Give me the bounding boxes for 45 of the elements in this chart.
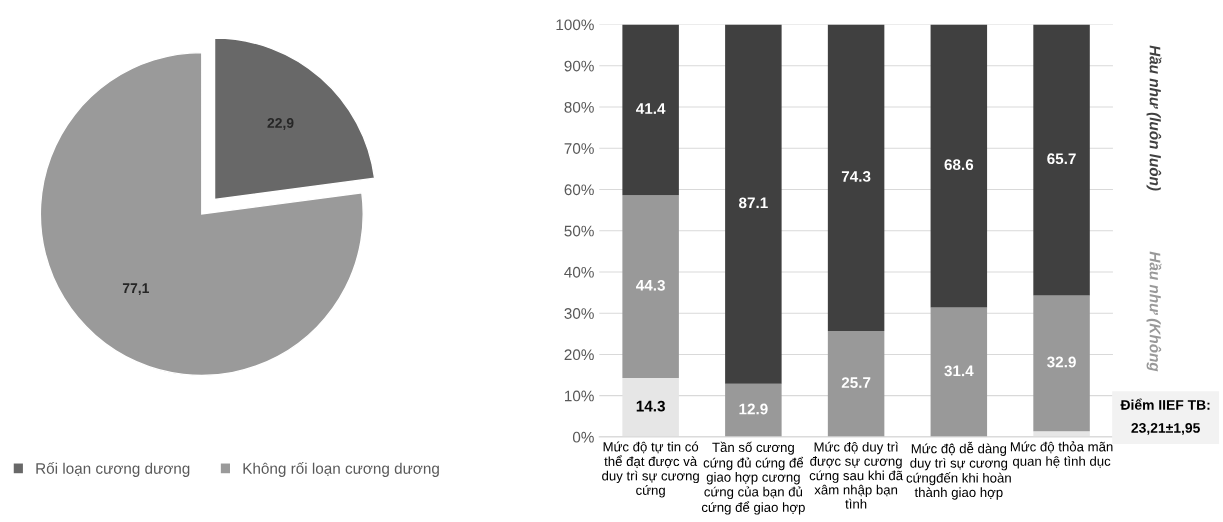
bar [622, 195, 679, 378]
x-tick-label: Mức độ tự tin có thể đạt được và duy trì sự cương cứng [602, 441, 699, 498]
legend-label: Rối loạn cương dương [36, 462, 190, 477]
data-label: 12.9 [739, 403, 768, 415]
y-tick-label: 90% [564, 60, 594, 72]
y-tick-label: 60% [564, 184, 594, 196]
data-label: 25.7 [841, 377, 871, 389]
bar [827, 330, 885, 437]
y-tick-label: 70% [564, 143, 594, 154]
bar [622, 377, 679, 437]
text: Hầu như (luôn luôn) [1146, 45, 1162, 191]
bar [725, 24, 782, 384]
data-label: 41.4 [636, 103, 666, 114]
y-tick-label: 100% [556, 19, 594, 31]
text: Hầu như (Không [1146, 251, 1162, 372]
data-label: 68.6 [944, 159, 974, 171]
y-tick-label: 10% [565, 390, 594, 402]
y-tick-label: 80% [564, 101, 594, 113]
x-tick-label: Mức độ thỏa mãn quan hệ tình dục [1010, 441, 1113, 469]
bar [1033, 24, 1090, 296]
bar [930, 307, 988, 437]
x-tick-label: Tần số cương cứng đủ cứng để giao hợp cương cứng của bạn đủ cứng để giao hợp [701, 441, 805, 515]
bar [930, 24, 988, 308]
bar [1033, 295, 1090, 432]
y-tick-label: 50% [564, 225, 594, 237]
legend-label: Không rối loạn cương dương [243, 462, 439, 477]
x-tick-label: Mức độ dễ dàng duy trì sự cương cứngđến khi hoàn thành giao hợp [906, 441, 1011, 500]
y-tick-label: 0% [572, 431, 594, 443]
data-label: 44.3 [636, 279, 665, 291]
data-label: 65.7 [1047, 153, 1076, 165]
x-tick-label: Mức độ duy trì được sự cương cứng sau khi đã xâm nhập bạn tình [809, 441, 904, 509]
data-label: 77,1 [122, 283, 149, 296]
bar [622, 24, 679, 196]
data-label: 74.3 [841, 171, 871, 182]
data-label: 87.1 [738, 197, 768, 209]
y-tick-label: 30% [564, 308, 594, 319]
data-label: 14.3 [636, 400, 665, 412]
data-label: 31.4 [944, 365, 974, 377]
data-label: 22,9 [267, 118, 294, 130]
bar [827, 24, 885, 331]
data-label: 32.9 [1047, 356, 1076, 368]
y-tick-label: 20% [564, 349, 594, 361]
text: Điểm IIEF TB: 23,21±1,95 [1120, 398, 1210, 435]
bar [725, 383, 782, 437]
y-tick-label: 40% [564, 266, 594, 278]
